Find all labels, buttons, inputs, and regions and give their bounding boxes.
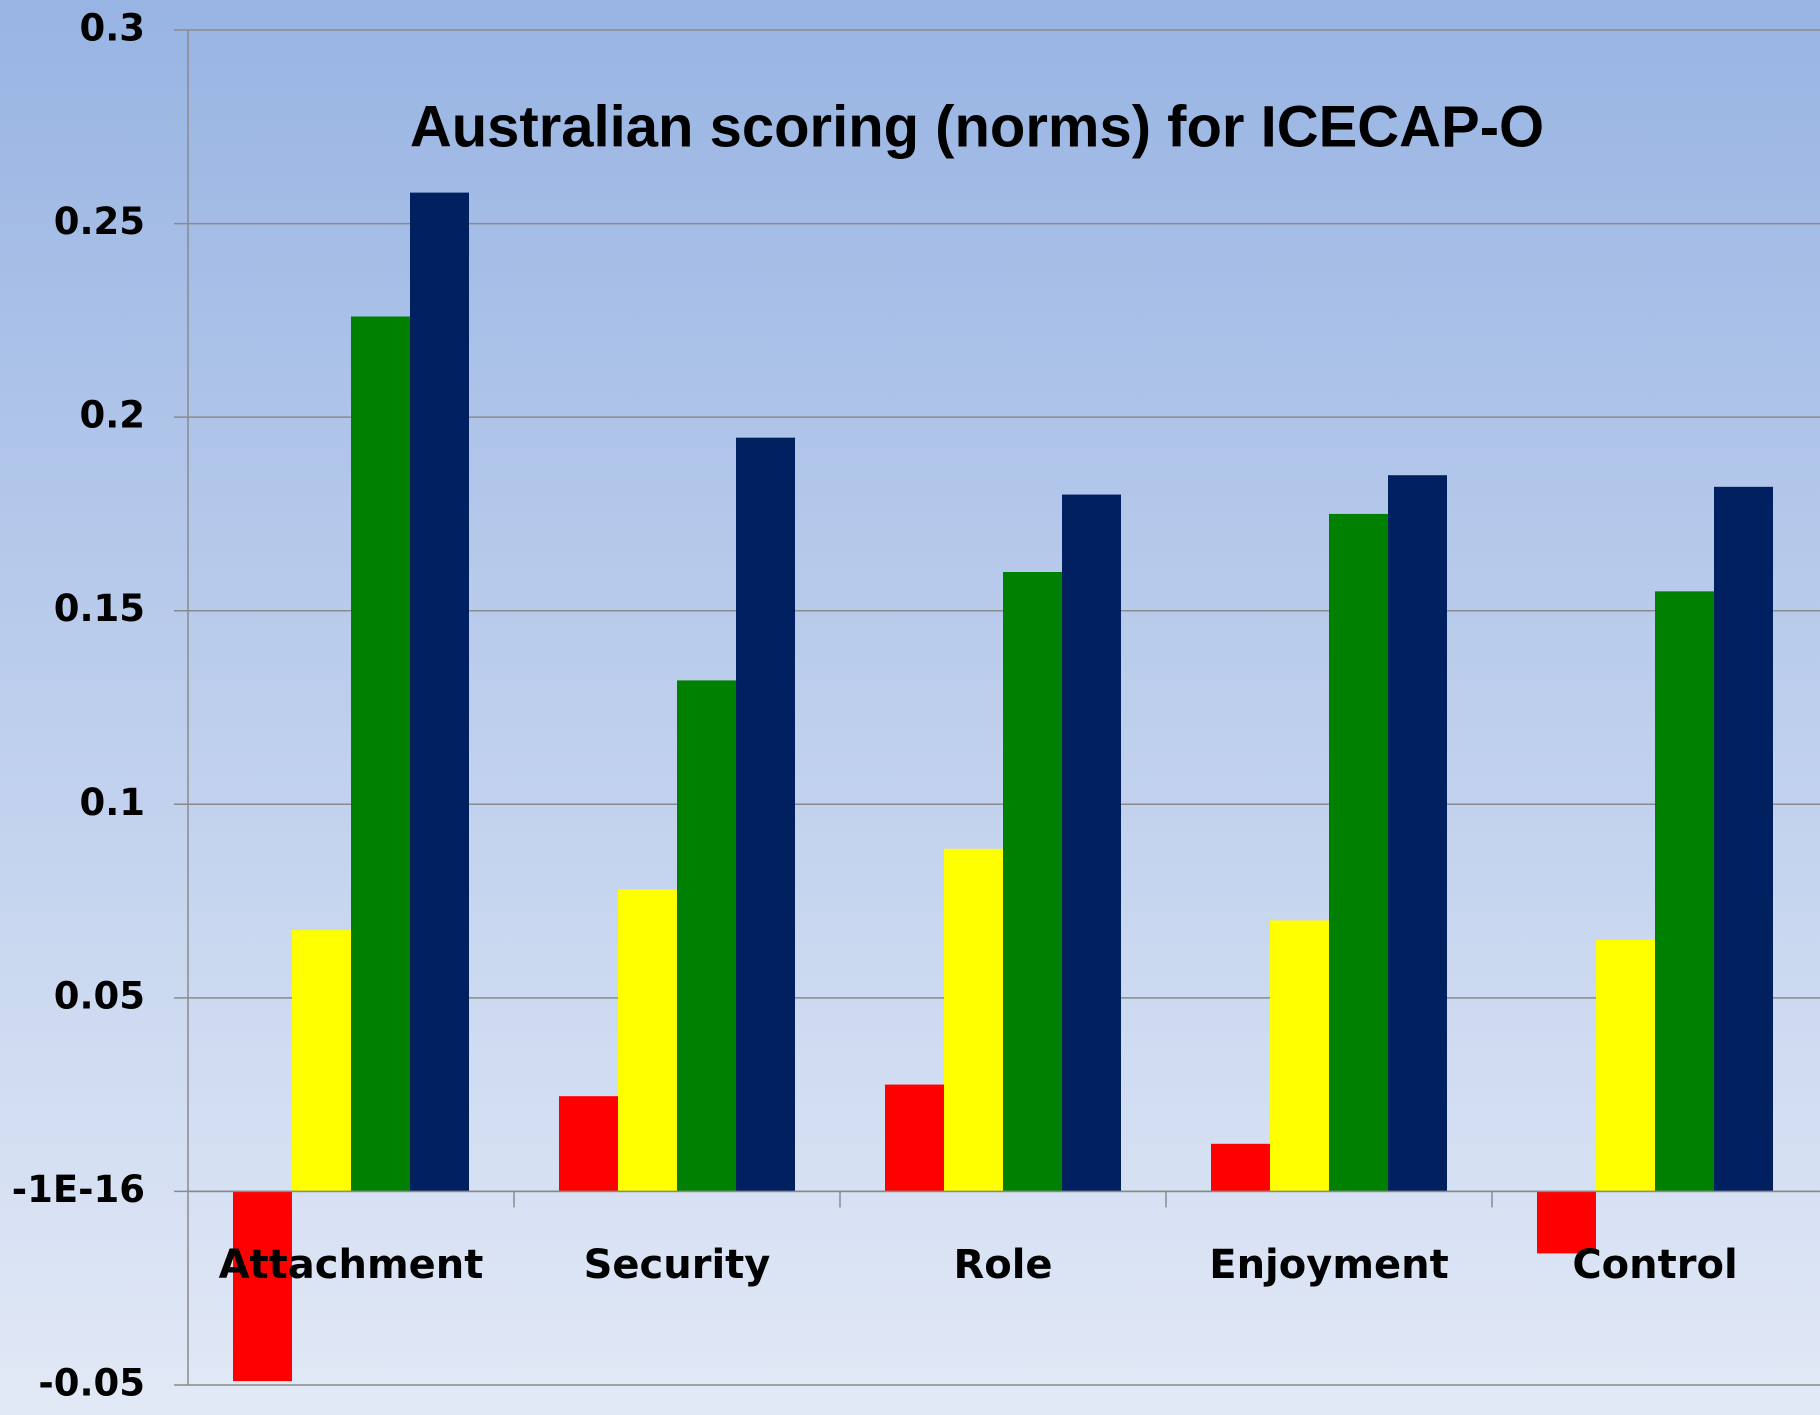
y-tick-label: 0.15 — [54, 587, 145, 630]
bar — [618, 889, 677, 1192]
y-tick-label: 0.05 — [54, 974, 145, 1017]
x-tick-label: Attachment — [219, 1242, 484, 1288]
bar — [1537, 1191, 1596, 1254]
bar — [1596, 939, 1655, 1192]
bar — [559, 1096, 618, 1192]
bar — [351, 316, 410, 1192]
x-tick-label: Role — [953, 1242, 1052, 1288]
y-tick-label: 0.1 — [79, 781, 145, 824]
bar — [885, 1084, 944, 1192]
bar — [736, 437, 795, 1192]
x-tick-label: Enjoyment — [1209, 1242, 1448, 1288]
bar — [233, 1191, 292, 1382]
bar — [1655, 591, 1714, 1192]
bar — [944, 848, 1003, 1192]
y-tick-label: 0.25 — [54, 200, 145, 243]
bar — [1062, 494, 1121, 1192]
bar — [1211, 1143, 1270, 1192]
bar — [1003, 572, 1062, 1192]
y-tick-label: 0.3 — [79, 7, 145, 50]
y-tick-label: 0.2 — [79, 394, 145, 437]
y-tick-label: -0.05 — [38, 1362, 145, 1405]
bar — [1329, 513, 1388, 1192]
chart-title: Australian scoring (norms) for ICECAP-O — [410, 94, 1544, 159]
x-tick-label: Control — [1572, 1242, 1737, 1288]
bar — [1388, 475, 1447, 1192]
bar — [1270, 920, 1329, 1192]
x-tick-label: Security — [584, 1242, 771, 1288]
bar — [410, 192, 469, 1192]
bar — [1714, 486, 1773, 1192]
bar — [292, 930, 351, 1192]
y-tick-label: -1E-16 — [12, 1168, 145, 1211]
bar — [677, 680, 736, 1192]
